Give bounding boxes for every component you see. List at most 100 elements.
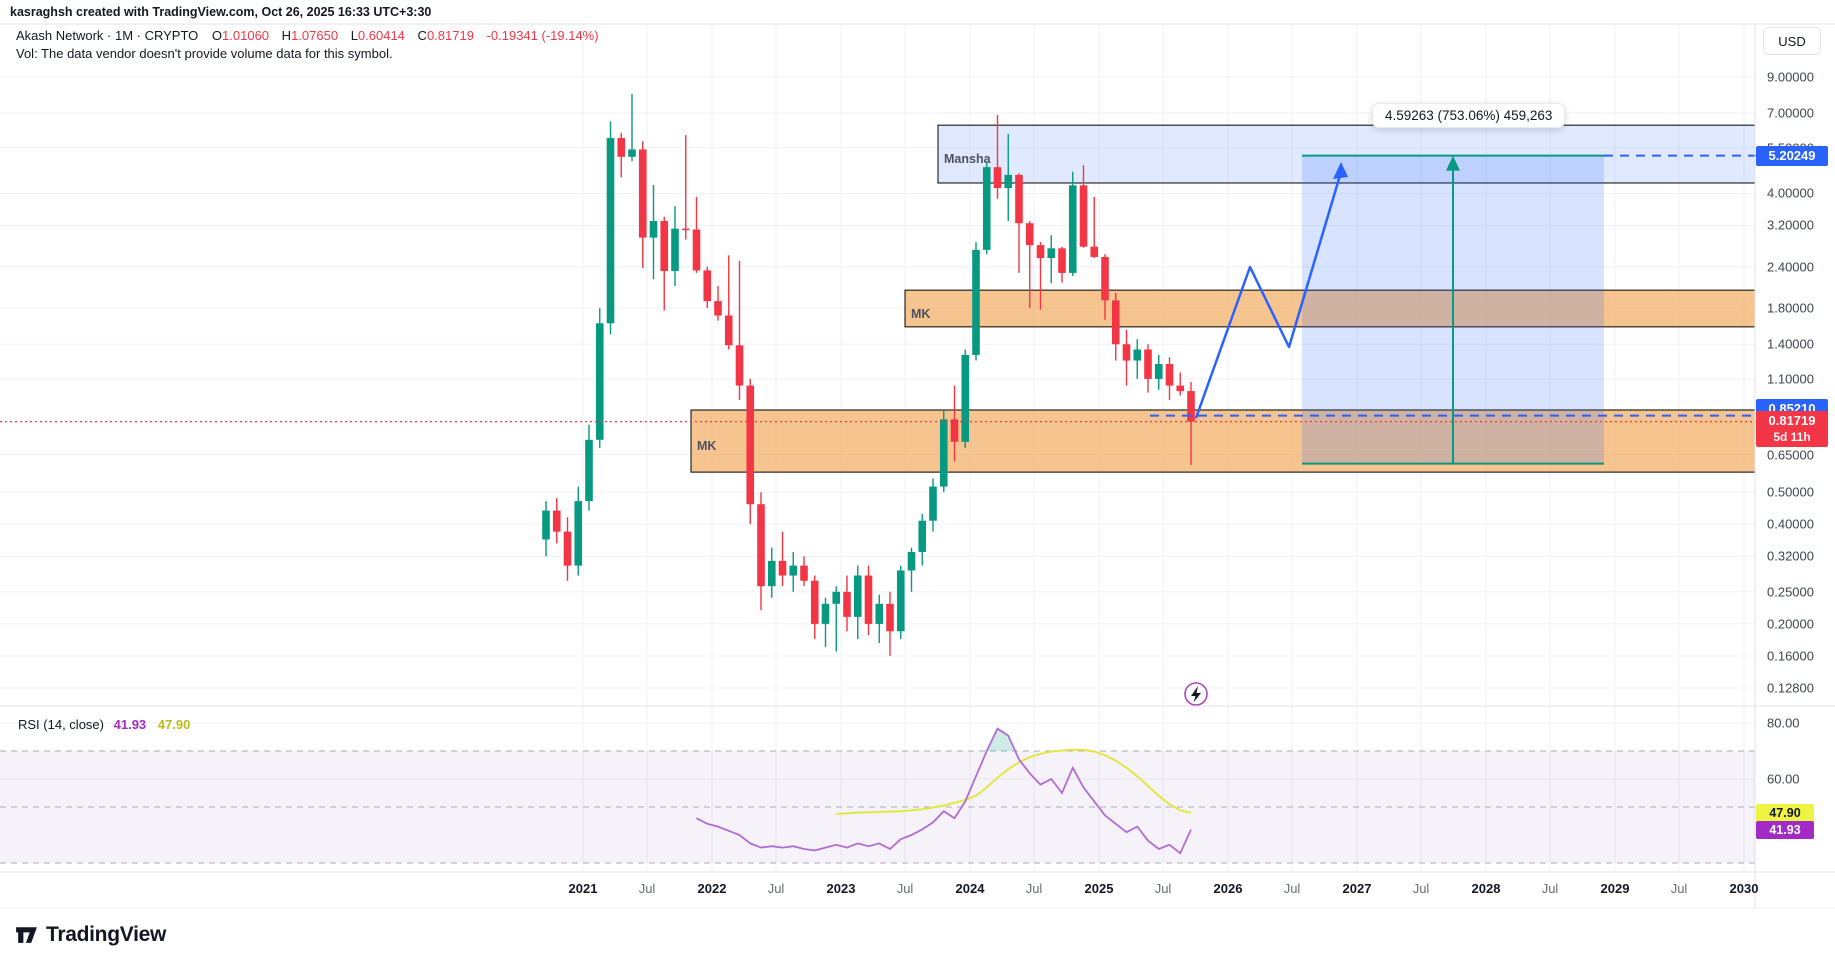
price-axis-tick: 0.40000 bbox=[1767, 516, 1814, 532]
price-axis-tick: 0.50000 bbox=[1767, 484, 1814, 500]
bar-countdown: 5d 11h bbox=[1773, 430, 1811, 444]
mk-demand-zone[interactable] bbox=[690, 409, 1756, 473]
symbol-title[interactable]: Akash Network · 1M · CRYPTO bbox=[16, 28, 199, 43]
candle-body bbox=[757, 504, 765, 587]
current-price-badge: 0.81719 5d 11h bbox=[1756, 411, 1828, 447]
candle-body bbox=[918, 520, 927, 552]
high-value: 1.07650 bbox=[291, 28, 339, 43]
candle-body bbox=[875, 603, 884, 624]
candle-body bbox=[907, 551, 916, 571]
tradingview-logo[interactable]: TradingView bbox=[14, 922, 166, 947]
mansha-supply-zone-label: Mansha bbox=[944, 152, 991, 167]
price-axis-tick: 1.40000 bbox=[1767, 336, 1814, 352]
candle-body bbox=[617, 138, 626, 157]
candle-body bbox=[1068, 185, 1077, 273]
candle-body bbox=[1036, 245, 1045, 259]
candle-body bbox=[628, 149, 636, 157]
candle-body bbox=[1079, 185, 1088, 247]
rsi-band-fill bbox=[0, 751, 1755, 863]
candle-body bbox=[1090, 246, 1099, 257]
candle-body bbox=[585, 439, 593, 502]
candle-body bbox=[1133, 349, 1142, 361]
candle-body bbox=[660, 221, 669, 272]
rsi-value: 41.93 bbox=[113, 717, 147, 732]
candle-body bbox=[714, 301, 722, 316]
candle-body bbox=[1144, 349, 1152, 379]
time-axis-label: 2021 bbox=[568, 881, 598, 896]
time-axis-label: 2024 bbox=[955, 881, 985, 896]
projection-arrow-path[interactable] bbox=[1194, 171, 1343, 419]
price-axis-tick: 1.10000 bbox=[1767, 371, 1814, 387]
time-axis-label: 2027 bbox=[1342, 881, 1372, 896]
price-axis-tick: 4.00000 bbox=[1767, 185, 1814, 201]
candle-body bbox=[746, 385, 755, 505]
time-axis-label: 2030 bbox=[1729, 881, 1759, 896]
candle-body bbox=[1015, 174, 1023, 224]
candle-body bbox=[681, 228, 690, 231]
time-axis-label: 2022 bbox=[697, 881, 727, 896]
candle-body bbox=[832, 591, 841, 604]
time-axis-label: Jul bbox=[1412, 881, 1430, 896]
attribution-text: kasraghsh created with TradingView.com, … bbox=[10, 5, 432, 19]
candle-body bbox=[552, 510, 561, 532]
mk-supply-zone-label: MK bbox=[911, 306, 931, 321]
projection-arrowhead-icon bbox=[1333, 162, 1348, 179]
currency-toggle-button[interactable]: USD bbox=[1763, 27, 1821, 55]
candle-body bbox=[843, 591, 851, 617]
time-axis-label: Jul bbox=[1025, 881, 1043, 896]
price-axis-tick: 3.20000 bbox=[1767, 217, 1814, 233]
measure-result-tooltip: 4.59263 (753.06%) 459,263 bbox=[1372, 103, 1566, 128]
candle-body bbox=[767, 560, 776, 587]
time-axis-label: Jul bbox=[638, 881, 656, 896]
candle-body bbox=[1058, 248, 1066, 273]
candle-body bbox=[778, 560, 787, 576]
price-axis-tick: 2.40000 bbox=[1767, 259, 1814, 275]
candle-body bbox=[950, 419, 959, 442]
price-axis-tick: 0.25000 bbox=[1767, 584, 1814, 600]
candle-body bbox=[1154, 364, 1163, 379]
target-price-badge: 5.20249 bbox=[1756, 145, 1828, 166]
rsi-value-badge: 41.93 bbox=[1756, 820, 1814, 839]
open-value: 1.01060 bbox=[222, 28, 270, 43]
price-axis-tick: 0.20000 bbox=[1767, 616, 1814, 632]
candle-body bbox=[821, 603, 830, 624]
symbol-legend[interactable]: Akash Network · 1M · CRYPTO O1.01060 H1.… bbox=[16, 28, 599, 43]
candle-body bbox=[1025, 223, 1034, 246]
candle-body bbox=[929, 486, 937, 521]
rsi-indicator-legend[interactable]: RSI (14, close) 41.93 47.90 bbox=[18, 717, 190, 732]
rsi-axis-tick: 80.00 bbox=[1767, 715, 1800, 731]
candle-body bbox=[595, 323, 604, 440]
close-label: C bbox=[417, 28, 427, 43]
candle-body bbox=[1101, 256, 1109, 301]
rsi-ma-line bbox=[836, 748, 1192, 815]
candle-body bbox=[542, 510, 550, 540]
candle-body bbox=[864, 575, 873, 624]
time-axis-label: 2028 bbox=[1471, 881, 1501, 896]
candle-body bbox=[1047, 248, 1056, 259]
rsi-ma-value: 47.90 bbox=[157, 717, 191, 732]
candle-body bbox=[982, 167, 991, 250]
high-label: H bbox=[281, 28, 292, 43]
candle-body bbox=[972, 249, 980, 355]
price-axis-tick: 0.32000 bbox=[1767, 548, 1814, 564]
price-axis-tick: 0.16000 bbox=[1767, 648, 1814, 664]
candle-body bbox=[574, 501, 583, 566]
time-axis-label: Jul bbox=[1541, 881, 1559, 896]
mansha-supply-zone[interactable] bbox=[937, 124, 1756, 184]
candle-body bbox=[1187, 391, 1195, 422]
candle-body bbox=[800, 565, 808, 581]
candle-body bbox=[993, 167, 1002, 189]
time-axis-label: 2026 bbox=[1213, 881, 1243, 896]
price-axis-tick: 7.00000 bbox=[1767, 105, 1814, 121]
price-axis-tick: 0.65000 bbox=[1767, 447, 1814, 462]
time-axis-label: Jul bbox=[767, 881, 785, 896]
candle-body bbox=[671, 228, 679, 272]
volume-note: Vol: The data vendor doesn't provide vol… bbox=[16, 46, 393, 61]
close-value: 0.81719 bbox=[426, 28, 474, 43]
time-axis-label: Jul bbox=[1670, 881, 1688, 896]
tradingview-logo-icon bbox=[16, 927, 37, 943]
lightning-bolt-icon bbox=[1191, 686, 1201, 703]
time-axis-label: Jul bbox=[1283, 881, 1301, 896]
current-price-value: 0.81719 bbox=[1768, 413, 1816, 428]
